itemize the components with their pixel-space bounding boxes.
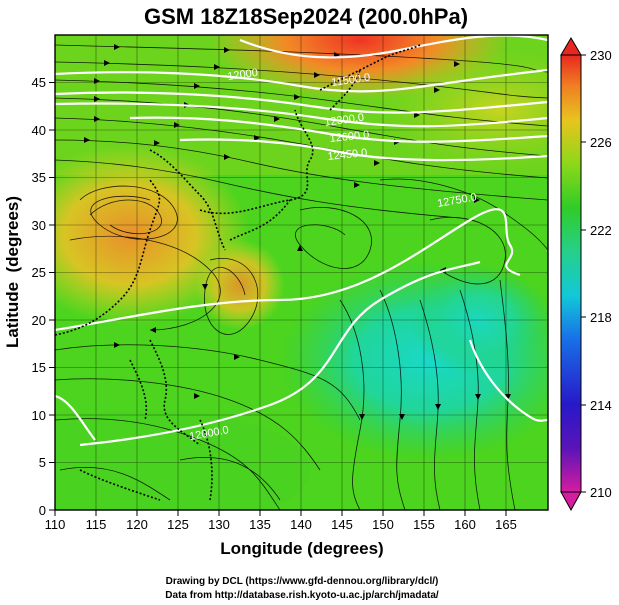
contour-label: 12600.0 [329, 129, 370, 145]
contour-label: 12450.0 [327, 147, 368, 163]
contour-label: 12300.0 [324, 112, 365, 129]
x-tick-label: 140 [290, 517, 312, 532]
x-tick-label: 130 [208, 517, 230, 532]
y-tick-label: 5 [39, 455, 46, 470]
colorbar-tick-label: 230 [590, 48, 612, 63]
colorbar-tick-label: 214 [590, 398, 612, 413]
colorbar-tick-label: 210 [590, 485, 612, 500]
colorbar-tick-label: 218 [590, 310, 612, 325]
x-tick-label: 145 [331, 517, 353, 532]
wind-streamlines [55, 44, 548, 510]
x-tick-labels: 110 115 120 125 130 135 140 145 150 155 … [45, 517, 517, 532]
y-tick-label: 0 [39, 503, 46, 518]
yellow-band-northeast [380, 50, 548, 170]
wind-arrowheads [84, 44, 511, 420]
x-tick-label: 110 [45, 517, 66, 532]
y-tick-label: 35 [32, 170, 46, 185]
colorbar-body [560, 54, 582, 493]
x-tick-label: 165 [495, 517, 517, 532]
colorbar-tick-label: 222 [590, 223, 612, 238]
y-tick-label: 40 [32, 123, 46, 138]
x-tick-label: 115 [86, 517, 107, 532]
y-tick-label: 25 [32, 265, 46, 280]
y-tick-label: 30 [32, 218, 46, 233]
colorbar: 230 226 222 218 214 210 [560, 37, 612, 512]
colorbar-tick-label: 226 [590, 135, 612, 150]
plot-area: 12000 12300.0 12450.0 12600.0 12750.0 11… [55, 35, 548, 510]
height-contours [55, 35, 548, 447]
y-tick-labels: 0 5 10 15 20 25 30 35 40 45 [32, 75, 46, 518]
map-title: GSM 18Z18Sep2024 (200.0hPa) [144, 4, 468, 29]
y-tick-label: 45 [32, 75, 46, 90]
x-axis-label: Longitude (degrees) [220, 539, 383, 558]
credit-data: Data from http://database.rish.kyoto-u.a… [165, 590, 439, 601]
y-tick-label: 20 [32, 313, 46, 328]
x-tick-label: 155 [413, 517, 435, 532]
x-tick-label: 150 [372, 517, 394, 532]
contour-label: 11500.0 [331, 72, 371, 89]
coastlines [55, 44, 421, 501]
x-tick-label: 120 [126, 517, 148, 532]
colorbar-top-triangle [560, 37, 582, 56]
x-tick-label: 125 [167, 517, 189, 532]
x-tick-label: 160 [454, 517, 476, 532]
credit-drawing: Drawing by DCL (https://www.gfd-dennou.o… [166, 576, 439, 587]
contour-label: 12000 [227, 67, 259, 83]
colorbar-bottom-triangle [560, 491, 582, 512]
x-tick-label: 135 [249, 517, 271, 532]
y-axis-label: Latitude (degrees) [3, 196, 22, 348]
y-tick-label: 10 [32, 408, 46, 423]
y-tick-label: 15 [32, 360, 46, 375]
axis-ticks [49, 82, 507, 516]
